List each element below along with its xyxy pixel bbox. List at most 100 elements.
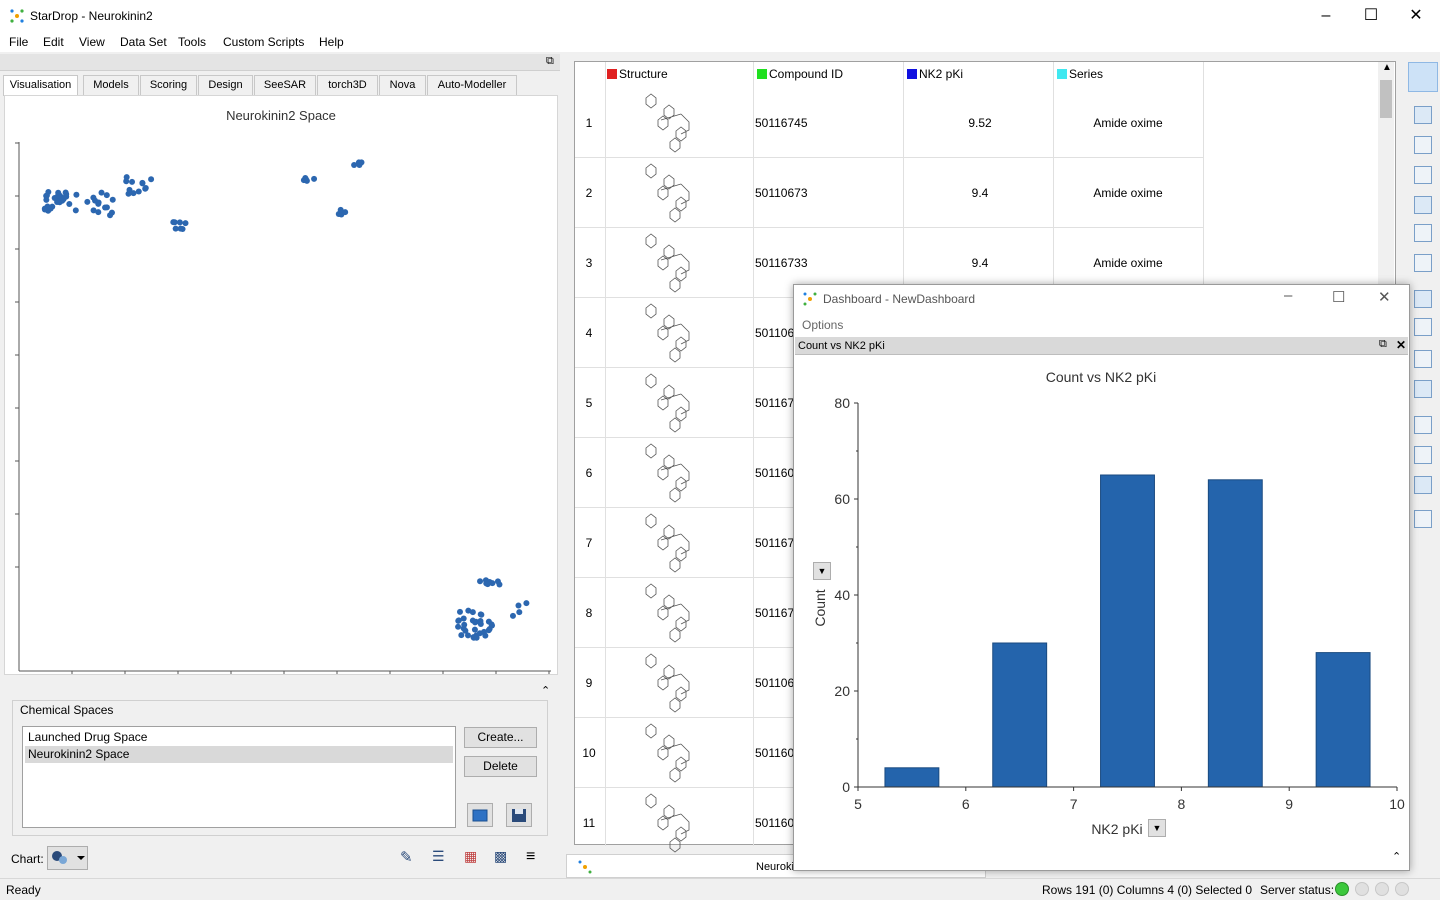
structure-image[interactable]: [631, 90, 731, 154]
tab-torch3d[interactable]: torch3D: [317, 75, 378, 95]
compound-id-cell[interactable]: 50116745: [755, 116, 808, 130]
table-grid-icon[interactable]: [1414, 416, 1432, 434]
open-folder-button[interactable]: [467, 803, 493, 827]
compound-id-cell[interactable]: 50116733: [755, 256, 808, 270]
y-axis-dropdown[interactable]: ▼: [813, 562, 831, 580]
r-group-icon[interactable]: [1414, 510, 1432, 528]
compound-id-cell[interactable]: 5011672: [755, 396, 801, 410]
refresh-icon[interactable]: [1414, 254, 1432, 272]
menu-file[interactable]: File: [9, 35, 29, 49]
structure-image[interactable]: [631, 720, 731, 784]
compound-id-cell[interactable]: 5011609: [755, 746, 801, 760]
column-header-compound-id[interactable]: Compound ID: [757, 64, 905, 88]
row-number[interactable]: 2: [585, 186, 593, 200]
histogram-bar[interactable]: [1315, 652, 1371, 788]
menu-custom-scripts[interactable]: Custom Scripts: [223, 35, 305, 49]
series-cell[interactable]: Amide oxime: [1093, 116, 1163, 130]
tab-models[interactable]: Models: [83, 75, 139, 95]
structure-image[interactable]: [631, 370, 731, 434]
nk2-pki-cell[interactable]: 9.4: [971, 256, 989, 270]
menu-tools[interactable]: Tools: [178, 35, 207, 49]
tab-design[interactable]: Design: [198, 75, 253, 95]
list-item[interactable]: Launched Drug Space: [28, 730, 148, 744]
scroll-up-icon[interactable]: ▲: [1382, 62, 1392, 73]
tab-visualisation[interactable]: Visualisation: [3, 75, 78, 96]
row-number[interactable]: 7: [585, 536, 593, 550]
menu-view[interactable]: View: [79, 35, 105, 49]
maximize-button[interactable]: ☐: [1363, 7, 1379, 24]
structure-image[interactable]: [631, 650, 731, 714]
row-number[interactable]: 1: [585, 116, 593, 130]
compound-id-cell[interactable]: 5011673: [755, 606, 801, 620]
chemical-spaces-list[interactable]: Launched Drug Space Neurokinin2 Space: [22, 726, 456, 828]
delete-button[interactable]: Delete: [464, 756, 537, 777]
row-number[interactable]: 3: [585, 256, 593, 270]
collapse-chevron-icon[interactable]: ⌃: [541, 685, 551, 697]
column-header-series[interactable]: Series: [1057, 64, 1205, 88]
edit-axes-icon[interactable]: ✎: [400, 849, 413, 866]
structure-image[interactable]: [631, 790, 731, 854]
copy-icon[interactable]: [1414, 446, 1432, 464]
sort-icon[interactable]: [1414, 318, 1432, 336]
function-icon[interactable]: [1414, 380, 1432, 398]
series-cell[interactable]: Amide oxime: [1093, 186, 1163, 200]
checklist-icon[interactable]: ☰: [432, 848, 445, 864]
compound-id-cell[interactable]: 5011608: [755, 466, 801, 480]
create-button[interactable]: Create...: [464, 727, 537, 748]
dashboard-minimize-button[interactable]: –: [1284, 287, 1293, 304]
nk2-pki-cell[interactable]: 9.4: [971, 186, 989, 200]
histogram-bar[interactable]: [992, 642, 1048, 788]
list-item[interactable]: Neurokinin2 Space: [25, 746, 453, 763]
table-view-button[interactable]: [1408, 62, 1438, 92]
tab-scoring[interactable]: Scoring: [140, 75, 197, 95]
rows-icon[interactable]: [1414, 224, 1432, 242]
undock-icon[interactable]: ⧉: [546, 55, 554, 67]
structure-image[interactable]: [631, 300, 731, 364]
row-number[interactable]: 6: [585, 466, 593, 480]
dashboard-close-button[interactable]: ✕: [1378, 289, 1391, 306]
panel-undock-icon[interactable]: ⧉: [1379, 338, 1387, 350]
compound-id-cell[interactable]: 5011065: [755, 326, 801, 340]
scroll-thumb[interactable]: [1380, 80, 1392, 118]
structure-view-icon[interactable]: [1414, 106, 1432, 124]
column-header-structure[interactable]: Structure: [607, 64, 755, 88]
dashboard-maximize-button[interactable]: ☐: [1332, 289, 1346, 306]
zoom-icon[interactable]: [1414, 290, 1432, 308]
menu-edit[interactable]: Edit: [43, 35, 64, 49]
compound-id-cell[interactable]: 5011608: [755, 816, 801, 830]
panel-close-icon[interactable]: ✕: [1396, 338, 1407, 352]
tab-auto-modeller[interactable]: Auto-Modeller: [427, 75, 517, 95]
structure-image[interactable]: [631, 230, 731, 294]
structure-image[interactable]: [631, 160, 731, 224]
dashboard-options-menu[interactable]: Options: [802, 318, 844, 332]
columns-icon[interactable]: [1414, 196, 1432, 214]
chart-type-dropdown[interactable]: [47, 846, 88, 870]
row-number[interactable]: 4: [585, 326, 593, 340]
x-axis-dropdown[interactable]: ▼: [1148, 819, 1166, 837]
close-button[interactable]: ✕: [1409, 7, 1423, 24]
nk2-pki-cell[interactable]: 9.52: [968, 116, 992, 130]
row-number[interactable]: 5: [585, 396, 593, 410]
save-button[interactable]: [506, 803, 532, 827]
clusters-icon[interactable]: [1414, 136, 1432, 154]
series-cell[interactable]: Amide oxime: [1093, 256, 1163, 270]
tab-seesar[interactable]: SeeSAR: [254, 75, 316, 95]
add-chart-icon[interactable]: ▩: [494, 848, 508, 864]
text-search-icon[interactable]: [1414, 166, 1432, 184]
histogram-chart[interactable]: Count vs NK2 pKi 0 20 40 60 80 5 6 7 8 9 10 NK2 pK…: [795, 356, 1408, 868]
compound-id-cell[interactable]: 5011672: [755, 536, 801, 550]
row-number[interactable]: 11: [582, 816, 596, 830]
scatter-plot[interactable]: [5, 96, 557, 674]
compound-id-cell[interactable]: 50110673: [755, 186, 808, 200]
row-number[interactable]: 8: [585, 606, 593, 620]
dashboard-collapse-icon[interactable]: ⌃: [1392, 851, 1402, 863]
column-header-nk2-pki[interactable]: NK2 pKi: [907, 64, 1055, 88]
filter-icon[interactable]: [1414, 350, 1432, 368]
histogram-bar[interactable]: [884, 767, 940, 788]
grid-colors-icon[interactable]: ▦: [464, 848, 478, 864]
structure-image[interactable]: [631, 580, 731, 644]
menu-help[interactable]: Help: [319, 35, 344, 49]
row-number[interactable]: 9: [585, 676, 593, 690]
compound-id-cell[interactable]: 5011065: [755, 676, 801, 690]
structure-image[interactable]: [631, 510, 731, 574]
